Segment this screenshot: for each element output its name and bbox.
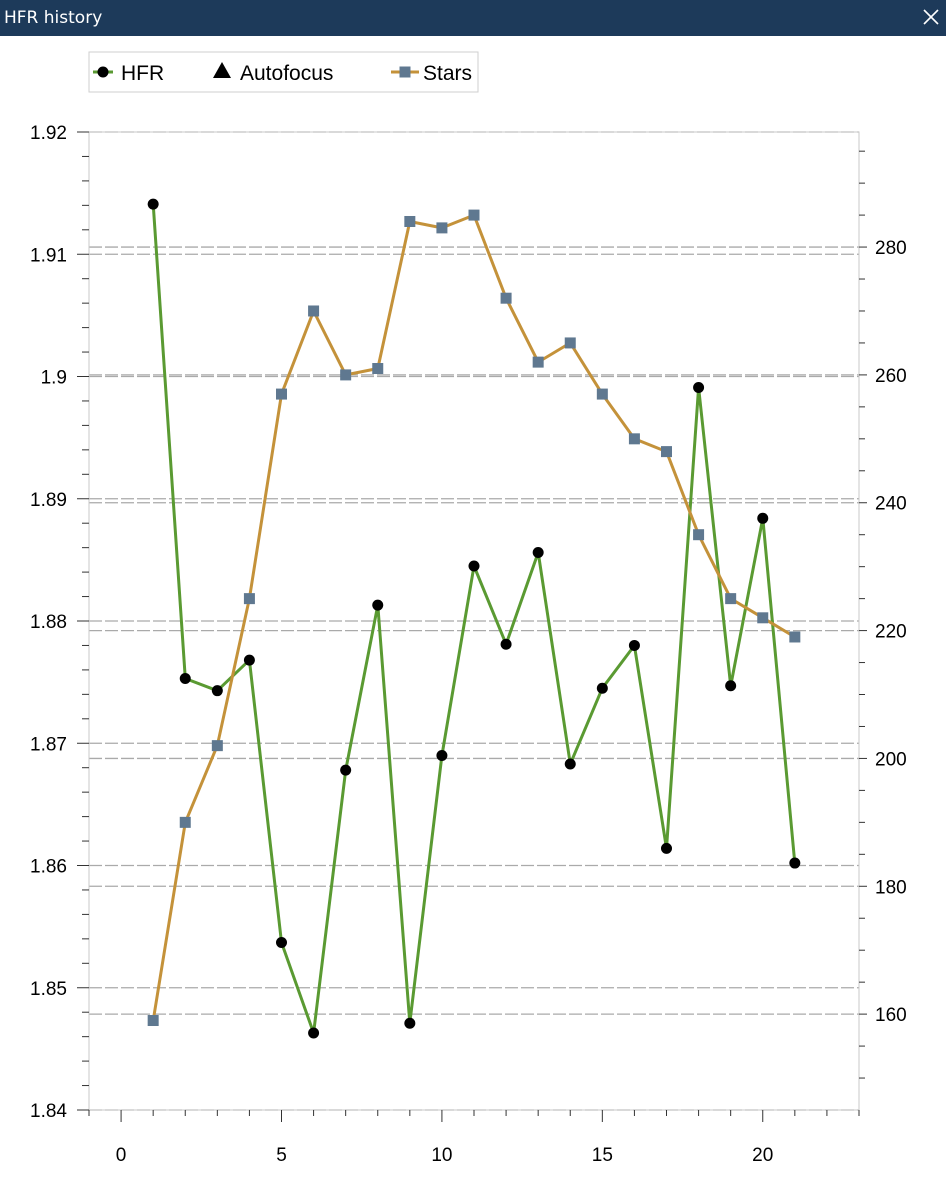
hfr-point: [564, 758, 576, 770]
window-title: HFR history: [4, 8, 103, 28]
stars-point: [308, 305, 320, 317]
left-tick-label: 1.91: [30, 245, 67, 266]
close-button[interactable]: [918, 4, 944, 30]
right-tick-label: 280: [875, 238, 907, 259]
hfr-point: [532, 547, 544, 559]
x-tick-label: 5: [276, 1145, 287, 1166]
stars-point: [147, 1015, 159, 1027]
stars-point: [243, 593, 255, 605]
stars-point: [436, 222, 448, 234]
right-tick-label: 180: [875, 877, 907, 898]
hfr-point: [628, 639, 640, 651]
legend-item-autofocus[interactable]: Autofocus: [213, 62, 333, 85]
right-tick-label: 220: [875, 622, 907, 643]
left-tick-label: 1.87: [30, 734, 67, 755]
left-tick-label: 1.85: [30, 979, 67, 1000]
left-tick-label: 1.9: [41, 368, 67, 389]
hfr-point: [789, 857, 801, 869]
hfr-point: [276, 937, 287, 949]
hfr-point: [757, 512, 769, 524]
legend[interactable]: HFR Autofocus Stars: [88, 51, 479, 93]
stars-point: [661, 446, 672, 458]
series: [147, 198, 801, 1039]
hfr-point: [243, 654, 255, 666]
stars-point: [340, 369, 352, 381]
left-tick-label: 1.88: [30, 612, 67, 633]
legend-label: HFR: [121, 62, 164, 85]
hfr-point: [725, 680, 737, 692]
stars-point: [596, 388, 608, 400]
right-tick-label: 260: [875, 366, 907, 387]
stars-point: [404, 215, 416, 227]
right-tick-label: 240: [875, 494, 907, 515]
stars-point: [179, 816, 191, 828]
stars-line: [151, 213, 796, 1021]
stars-point: [532, 356, 544, 368]
legend-label: Autofocus: [240, 62, 333, 85]
hfr-point: [596, 682, 608, 694]
hfr-point: [147, 198, 159, 210]
x-tick-label: 15: [592, 1145, 613, 1166]
stars-point: [757, 612, 769, 624]
stars-point: [468, 209, 480, 221]
legend-item-stars[interactable]: Stars: [391, 62, 472, 85]
stars-point: [276, 388, 287, 400]
left-tick-label: 1.86: [30, 857, 67, 878]
hfr-point: [500, 638, 512, 650]
hfr-point: [308, 1027, 320, 1039]
hfr-line: [151, 203, 797, 1035]
hfr-point: [436, 749, 448, 761]
legend-item-hfr[interactable]: HFR: [93, 62, 164, 85]
stars-point: [372, 363, 384, 375]
right-tick-label: 160: [875, 1005, 907, 1026]
hfr-point: [340, 764, 352, 776]
legend-hfr-marker: [97, 66, 109, 78]
right-tick-label: 200: [875, 749, 907, 770]
title-bar: HFR history: [0, 0, 946, 36]
legend-label: Stars: [423, 62, 472, 85]
stars-point: [500, 292, 512, 304]
axes: 1.84 1.85 1.86 1.87 1.88 1.89 1.9 1.91 1.92 160 18…: [30, 123, 907, 1166]
hfr-point: [693, 382, 705, 394]
legend-stars-marker: [399, 66, 411, 78]
x-tick-label: 20: [752, 1145, 773, 1166]
stars-point: [789, 631, 801, 643]
x-tick-label: 10: [431, 1145, 452, 1166]
hfr-chart: 1.84 1.85 1.86 1.87 1.88 1.89 1.9 1.91 1.92 160 18…: [30, 51, 907, 1166]
stars-point: [628, 433, 640, 445]
hfr-point: [211, 685, 223, 697]
stars-point: [564, 337, 576, 349]
close-icon: [923, 9, 939, 25]
hfr-point: [661, 842, 672, 854]
x-tick-label: 0: [116, 1145, 127, 1166]
left-tick-label: 1.84: [30, 1101, 67, 1122]
stars-point: [211, 740, 223, 752]
left-tick-label: 1.89: [30, 490, 67, 511]
hfr-point: [372, 599, 384, 611]
hfr-point: [179, 672, 191, 684]
hfr-point: [404, 1017, 416, 1029]
left-tick-label: 1.92: [30, 123, 67, 144]
stars-point: [725, 593, 737, 605]
legend-autofocus-marker: [213, 62, 231, 78]
hfr-point: [468, 560, 480, 572]
stars-point: [693, 529, 705, 541]
